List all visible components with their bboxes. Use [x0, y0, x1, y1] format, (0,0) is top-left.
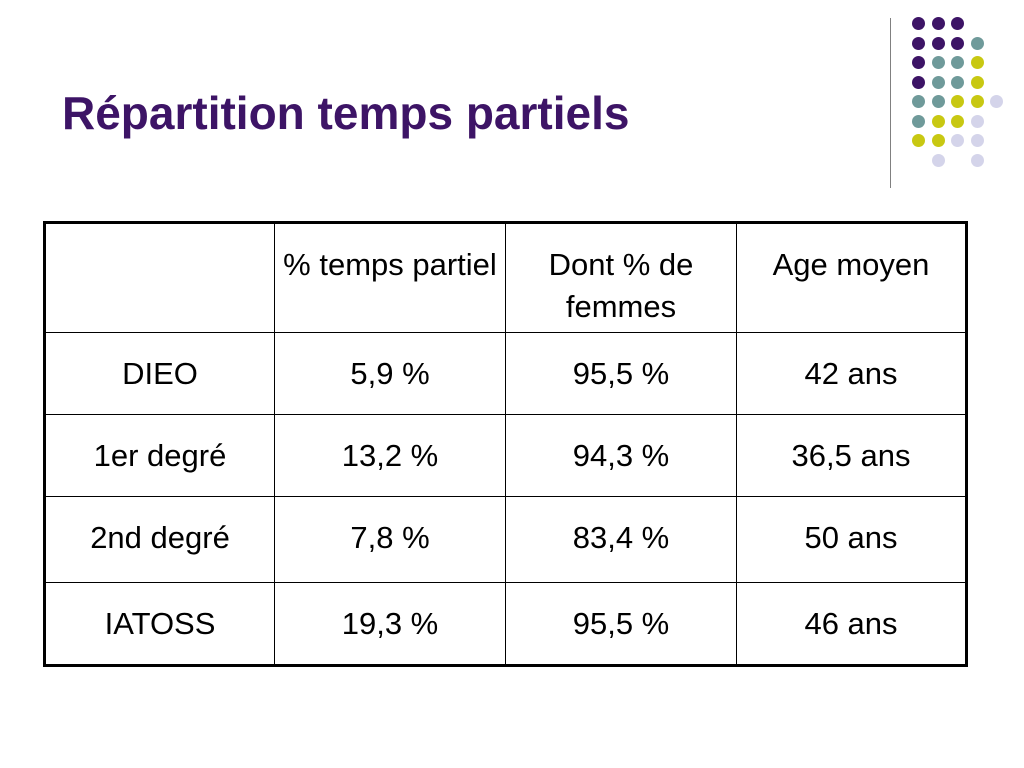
row-label: DIEO	[44, 332, 275, 415]
decorative-dot	[931, 114, 945, 128]
decorative-dot	[912, 56, 925, 69]
cell-temps-partiel: 7,8 %	[274, 496, 506, 583]
slide-title: Répartition temps partiels	[62, 87, 630, 139]
cell-age-moyen: 36,5 ans	[736, 414, 967, 497]
decorative-dot	[970, 95, 984, 108]
decorative-dot	[951, 56, 964, 69]
decorative-dot	[970, 114, 984, 128]
header-cell-temps-partiel: % temps partiel	[274, 222, 506, 333]
decorative-dot	[912, 36, 925, 50]
decorative-dot	[912, 17, 925, 30]
decorative-dot	[912, 134, 925, 147]
cell-temps-partiel: 13,2 %	[274, 414, 506, 497]
decorative-dot	[970, 153, 984, 167]
cell-femmes: 95,5 %	[505, 582, 737, 666]
decorative-dot	[931, 56, 945, 69]
decorative-dot	[951, 36, 964, 50]
row-label: 1er degré	[44, 414, 275, 497]
header-cell-age-moyen: Age moyen	[736, 222, 967, 333]
table-header-row: % temps partiel Dont % de femmes Age moy…	[44, 222, 967, 333]
decorative-dot	[912, 75, 925, 89]
cell-femmes: 94,3 %	[505, 414, 737, 497]
cell-temps-partiel: 19,3 %	[274, 582, 506, 666]
decorative-dot	[970, 36, 984, 50]
cell-age-moyen: 46 ans	[736, 582, 967, 666]
decorative-dot	[912, 114, 925, 128]
decorative-dot	[931, 75, 945, 89]
decorative-dot	[912, 95, 925, 108]
decorative-dot	[970, 56, 984, 69]
cell-temps-partiel: 5,9 %	[274, 332, 506, 415]
row-label: 2nd degré	[44, 496, 275, 583]
cell-femmes: 95,5 %	[505, 332, 737, 415]
decorative-dot	[990, 95, 1003, 108]
title-divider-line	[890, 18, 891, 188]
table-row: IATOSS 19,3 % 95,5 % 46 ans	[44, 582, 967, 666]
decorative-dot	[931, 95, 945, 108]
header-cell-empty	[44, 222, 275, 333]
table-row: DIEO 5,9 % 95,5 % 42 ans	[44, 332, 967, 415]
table-row: 2nd degré 7,8 % 83,4 % 50 ans	[44, 496, 967, 583]
decorative-dot	[970, 75, 984, 89]
data-table: % temps partiel Dont % de femmes Age moy…	[43, 221, 968, 667]
table-row: 1er degré 13,2 % 94,3 % 36,5 ans	[44, 414, 967, 497]
decorative-dot	[951, 17, 964, 30]
decorative-dot	[931, 36, 945, 50]
decorative-dot	[951, 95, 964, 108]
decorative-dot	[951, 134, 964, 147]
decorative-dot	[931, 134, 945, 147]
cell-age-moyen: 50 ans	[736, 496, 967, 583]
header-cell-femmes: Dont % de femmes	[505, 222, 737, 333]
decorative-dot	[951, 114, 964, 128]
decorative-dot	[970, 134, 984, 147]
row-label: IATOSS	[44, 582, 275, 666]
decorative-dot	[951, 75, 964, 89]
cell-femmes: 83,4 %	[505, 496, 737, 583]
decorative-dot	[931, 153, 945, 167]
decorative-dot	[931, 17, 945, 30]
cell-age-moyen: 42 ans	[736, 332, 967, 415]
